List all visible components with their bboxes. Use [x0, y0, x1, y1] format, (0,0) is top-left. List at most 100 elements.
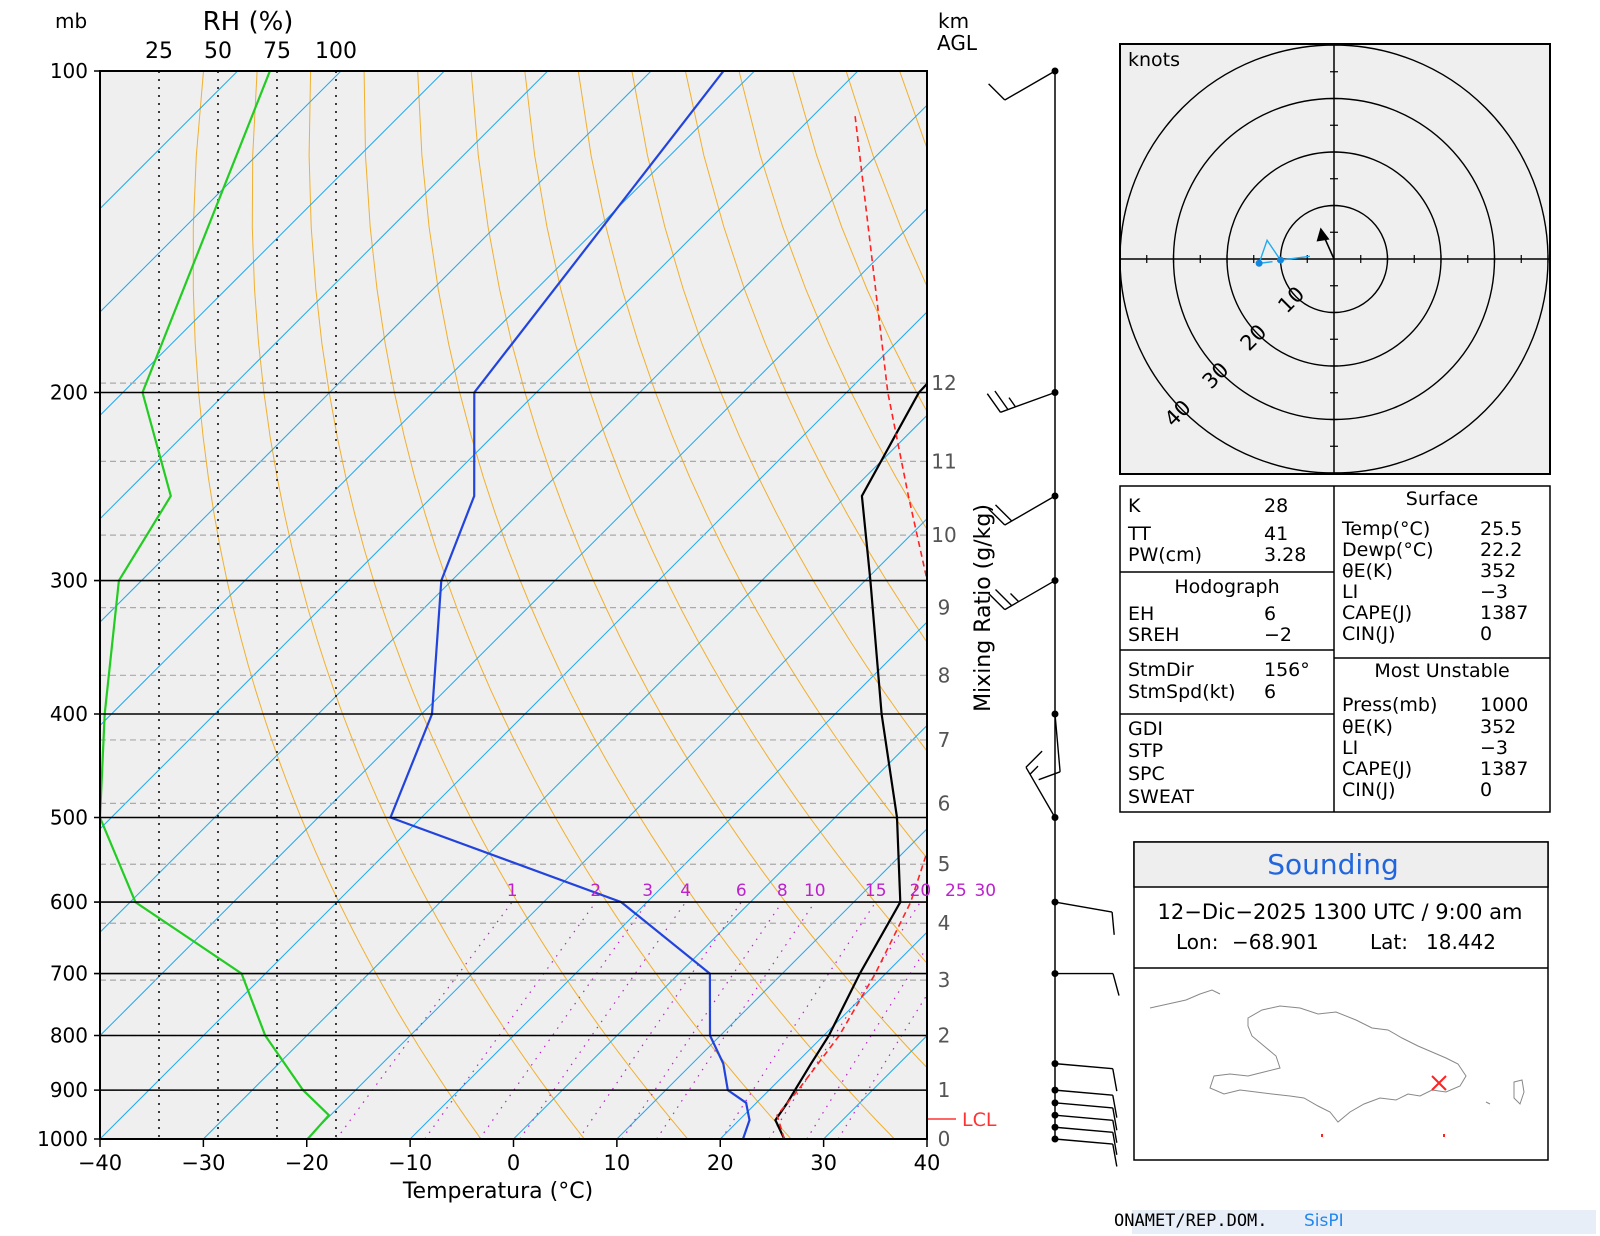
mixing-ratio-line [720, 901, 877, 1139]
dry-adiabat [363, 71, 792, 1139]
isotherm [100, 71, 859, 830]
footer-logo: SisPI [1304, 1211, 1344, 1231]
mixing-ratio-tick-label: 20 [910, 881, 932, 901]
pressure-tick-label: 900 [50, 1078, 88, 1102]
hodograph-point [1255, 259, 1263, 267]
hodograph-header: Hodograph [1174, 576, 1280, 598]
mu-press-label: Press(mb) [1342, 694, 1438, 716]
surface-cape-label: CAPE(J) [1342, 602, 1413, 624]
mu-cin-label: CIN(J) [1342, 779, 1396, 801]
wind-barb [1054, 901, 1115, 935]
pressure-tick-label: 600 [50, 890, 88, 914]
pressure-tick-label: 400 [50, 702, 88, 726]
sreh-label: SREH [1128, 624, 1180, 646]
hodograph-trace [1258, 238, 1310, 265]
isotherm [719, 931, 927, 1139]
lcl-label: LCL [962, 1109, 997, 1131]
wind-barb [1054, 1062, 1118, 1092]
sweat-label: SWEAT [1128, 786, 1194, 808]
gdi-label: GDI [1128, 718, 1163, 740]
island-small [1485, 1101, 1491, 1105]
wind-barb [1054, 1126, 1118, 1155]
pressure-tick-label: 500 [50, 805, 88, 829]
temp-tick-label: 30 [810, 1151, 837, 1175]
mu-thetae-label: θE(K) [1342, 716, 1393, 738]
hodograph-units: knots [1128, 49, 1180, 71]
height-tick-label: 3 [938, 968, 951, 992]
temp-tick-label: −40 [78, 1151, 122, 1175]
surface-thetae-value: 352 [1480, 560, 1517, 582]
location-marker-b [1431, 1075, 1447, 1091]
k-value: 28 [1264, 495, 1289, 517]
mu-li-value: −3 [1480, 737, 1509, 759]
dry-adiabat [251, 71, 585, 1139]
wind-barb [1038, 713, 1061, 781]
surface-header: Surface [1405, 488, 1479, 510]
mu-press-value: 1000 [1480, 694, 1529, 716]
footer-org: ONAMET/REP.DOM. [1114, 1211, 1268, 1231]
mixing-ratio-line [621, 901, 783, 1139]
height-tick-label: 6 [938, 791, 951, 815]
surface-dewp-value: 22.2 [1480, 539, 1523, 561]
tt-value: 41 [1264, 523, 1289, 545]
wind-barb-dot [1051, 1099, 1059, 1107]
wind-barb [1054, 1138, 1118, 1167]
spc-label: SPC [1128, 763, 1165, 785]
dry-adiabat [192, 71, 482, 1139]
mixing-ratio-tick-label: 25 [945, 881, 967, 901]
surface-thetae-label: θE(K) [1342, 560, 1393, 582]
temp-tick-label: −30 [181, 1151, 225, 1175]
indices-table-frame [1119, 485, 1551, 813]
temp-tick-label: −20 [285, 1151, 329, 1175]
height-tick-label: 7 [938, 728, 951, 752]
mixing-ratio-line [768, 901, 921, 1139]
lat-label: Lat: [1370, 930, 1408, 954]
isotherm [100, 104, 927, 933]
cuba-coast [1149, 989, 1221, 1009]
wind-barb-dot [1051, 389, 1059, 397]
mu-cape-label: CAPE(J) [1342, 758, 1413, 780]
dry-adiabat [577, 71, 927, 859]
pw-label: PW(cm) [1128, 544, 1203, 566]
rh-tick-label: 50 [204, 39, 232, 64]
wind-barb [986, 390, 1056, 413]
isotherm [616, 828, 927, 1139]
indices-left-panel: K 28 TT 41 PW(cm) 3.28 Hodograph EH 6 SREH −2… [1120, 494, 1334, 812]
wind-barb [988, 579, 1056, 611]
isotherm [203, 414, 927, 1139]
sounding-title: Sounding [1267, 848, 1398, 881]
surface-cape-value: 1387 [1480, 602, 1529, 624]
surface-dewp-label: Dewp(°C) [1342, 539, 1434, 561]
puerto-rico-outline [1513, 1079, 1525, 1105]
temp-tick-label: −10 [388, 1151, 432, 1175]
height-tick-label: 1 [938, 1078, 951, 1102]
tt-label: TT [1128, 523, 1151, 545]
wind-barb-dot [1051, 577, 1059, 585]
sreh-value: −2 [1264, 624, 1293, 646]
temp-tick-label: 40 [914, 1151, 941, 1175]
mixing-ratio-tick-label: 6 [736, 881, 747, 901]
isotherm [100, 207, 927, 1037]
storm-motion-arrowhead [1316, 227, 1330, 242]
skewt-plot-area [100, 71, 927, 1139]
mu-thetae-value: 352 [1480, 716, 1517, 738]
mixing-ratio-title: Mixing Ratio (g/kg) [971, 504, 996, 712]
rh-tick-label: 25 [145, 39, 173, 64]
isotherm [100, 71, 342, 313]
k-label: K [1128, 495, 1141, 517]
height-tick-label: 2 [938, 1024, 951, 1048]
mixing-ratio-tick-label: 2 [590, 881, 601, 901]
km-axis-title: km [938, 9, 969, 33]
wind-barb-dot [1051, 710, 1059, 718]
wind-barb-dot [1051, 1060, 1059, 1068]
temp-tick-label: 10 [604, 1151, 631, 1175]
mixing-ratio-line [806, 946, 927, 1139]
location-map [1149, 989, 1525, 1123]
height-tick-label: 0 [938, 1127, 951, 1151]
mixing-ratio-tick-label: 4 [680, 881, 691, 901]
wind-barb [988, 495, 1056, 526]
pw-value: 3.28 [1264, 544, 1307, 566]
most-unstable-header: Most Unstable [1374, 660, 1510, 682]
